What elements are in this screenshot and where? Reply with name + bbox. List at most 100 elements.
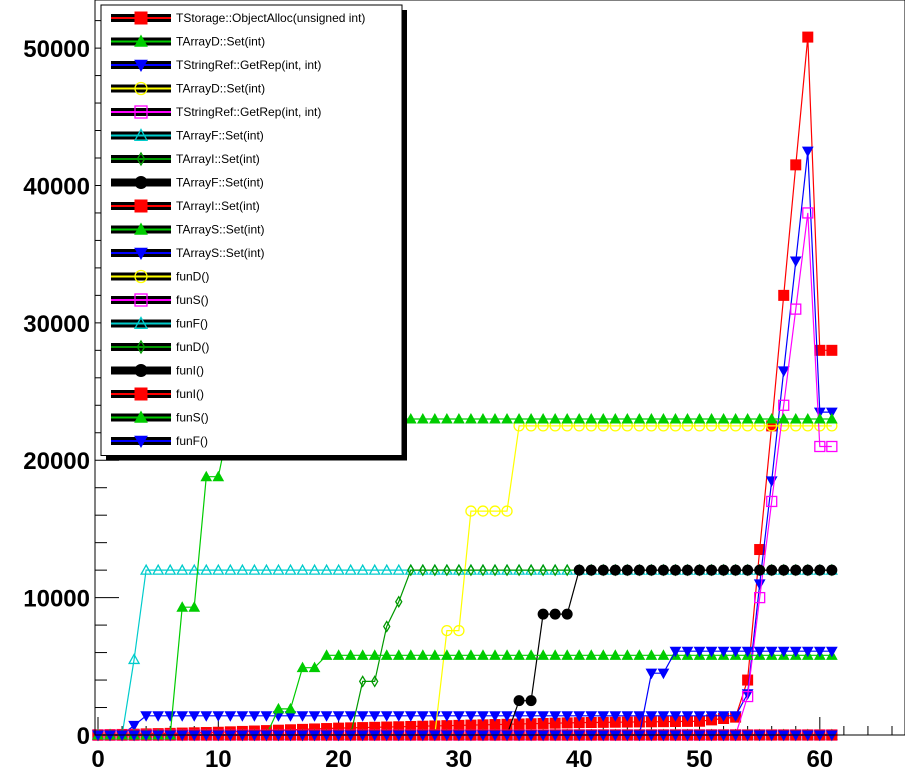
legend-marker bbox=[134, 81, 148, 96]
data-point bbox=[212, 711, 225, 722]
data-point bbox=[176, 711, 189, 722]
series-3 bbox=[92, 420, 838, 741]
data-point bbox=[465, 649, 477, 660]
data-point bbox=[380, 649, 393, 660]
data-point bbox=[236, 711, 249, 722]
data-point bbox=[789, 646, 802, 658]
data-point bbox=[525, 695, 537, 707]
data-point bbox=[176, 601, 189, 612]
data-point bbox=[416, 711, 429, 722]
data-point bbox=[549, 412, 562, 424]
legend-entry: TStorage::ObjectAlloc(unsigned int) bbox=[111, 11, 365, 25]
data-point bbox=[549, 711, 562, 722]
data-point bbox=[754, 564, 766, 576]
data-point bbox=[501, 711, 513, 722]
data-point bbox=[320, 649, 333, 660]
legend-marker bbox=[134, 59, 148, 73]
data-point bbox=[573, 412, 586, 424]
legend-marker bbox=[134, 247, 148, 261]
data-point bbox=[419, 563, 427, 577]
data-point bbox=[296, 661, 309, 673]
data-point bbox=[573, 564, 585, 576]
data-point bbox=[573, 711, 586, 722]
legend-label: TStringRef::GetRep(int, int) bbox=[176, 58, 321, 72]
data-point bbox=[705, 412, 718, 424]
legend-entry: TStringRef::GetRep(int, int) bbox=[111, 58, 321, 73]
data-point bbox=[513, 412, 525, 424]
data-point bbox=[356, 563, 369, 575]
legend-marker bbox=[134, 364, 148, 377]
data-point bbox=[527, 563, 535, 577]
data-point bbox=[789, 256, 802, 268]
data-point bbox=[597, 649, 610, 660]
data-point bbox=[404, 711, 417, 722]
legend-entry: TArrayD::Set(int) bbox=[111, 34, 265, 49]
data-point bbox=[813, 412, 826, 424]
data-point bbox=[717, 646, 730, 658]
legend-entry: funF() bbox=[111, 316, 208, 331]
data-point bbox=[609, 412, 622, 424]
data-point bbox=[320, 711, 333, 722]
data-point bbox=[513, 649, 525, 660]
y-tick-label: 0 bbox=[77, 723, 90, 750]
data-point bbox=[802, 207, 814, 219]
series-2 bbox=[92, 146, 838, 742]
data-point bbox=[681, 711, 694, 722]
legend-label: funS() bbox=[176, 293, 209, 307]
data-point bbox=[766, 495, 778, 508]
data-point bbox=[489, 505, 501, 517]
legend: TStorage::ObjectAlloc(unsigned int)TArra… bbox=[100, 4, 407, 461]
data-point bbox=[453, 412, 465, 424]
data-point bbox=[428, 412, 441, 424]
data-point bbox=[561, 711, 574, 722]
legend-marker bbox=[136, 339, 146, 355]
data-point bbox=[754, 544, 766, 556]
data-point bbox=[477, 649, 489, 660]
data-point bbox=[407, 563, 415, 577]
data-point bbox=[368, 563, 381, 575]
legend-label: funD() bbox=[176, 270, 209, 284]
data-point bbox=[645, 564, 657, 576]
data-point bbox=[609, 649, 622, 660]
data-point bbox=[681, 412, 694, 424]
legend-entry: TArrayS::Set(int) bbox=[111, 246, 264, 261]
data-point bbox=[525, 711, 537, 722]
data-point bbox=[416, 412, 429, 424]
legend-marker bbox=[133, 128, 149, 141]
data-point bbox=[465, 505, 477, 517]
data-point bbox=[777, 646, 790, 658]
legend-entry: TArrayD::Set(int) bbox=[111, 82, 265, 96]
data-point bbox=[669, 412, 682, 424]
legend-entry: funI() bbox=[111, 387, 204, 401]
data-point bbox=[479, 563, 487, 577]
data-point bbox=[621, 564, 633, 576]
data-point bbox=[777, 412, 790, 424]
data-point bbox=[693, 711, 706, 722]
data-point bbox=[465, 412, 477, 424]
data-point bbox=[188, 563, 201, 575]
data-point bbox=[332, 649, 345, 660]
data-point bbox=[825, 407, 838, 419]
data-point bbox=[681, 564, 693, 576]
data-point bbox=[753, 646, 766, 658]
series-line bbox=[98, 425, 832, 736]
data-point bbox=[669, 711, 682, 722]
data-point bbox=[503, 563, 511, 577]
data-point bbox=[212, 470, 225, 482]
data-point bbox=[801, 646, 814, 658]
data-point bbox=[344, 711, 357, 722]
legend-label: TArrayF::Set(int) bbox=[176, 129, 264, 143]
data-point bbox=[657, 564, 669, 576]
data-point bbox=[573, 649, 586, 660]
data-point bbox=[212, 563, 225, 575]
data-point bbox=[657, 668, 670, 680]
data-point bbox=[537, 711, 549, 722]
data-point bbox=[705, 646, 718, 658]
data-point bbox=[645, 668, 658, 680]
data-point bbox=[766, 564, 778, 576]
data-point bbox=[296, 711, 309, 722]
data-point bbox=[742, 564, 754, 576]
data-point bbox=[790, 159, 802, 171]
data-point bbox=[706, 564, 718, 576]
data-point bbox=[248, 563, 261, 575]
